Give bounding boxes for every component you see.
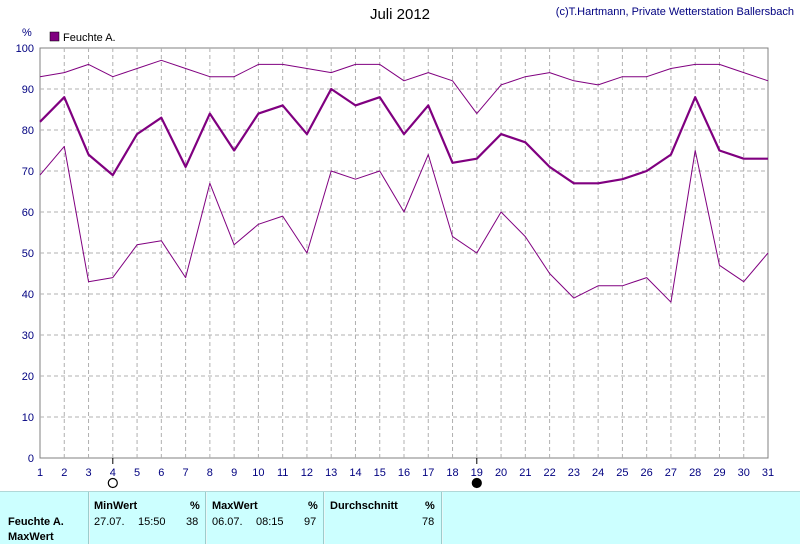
x-tick-label: 8	[207, 467, 213, 479]
x-tick-label: 9	[231, 467, 237, 479]
x-tick-label: 1	[37, 467, 43, 479]
new-moon-outline-icon	[107, 477, 118, 489]
chart-title: Juli 2012	[369, 6, 431, 23]
x-tick-label: 29	[713, 467, 725, 479]
y-tick-label: 60	[22, 207, 34, 219]
x-tick-label: 10	[252, 467, 264, 479]
legend-label: Feuchte A.	[63, 32, 116, 44]
x-tick-label: 3	[85, 467, 91, 479]
y-tick-label: 10	[22, 412, 34, 424]
max-time: 08:15	[256, 516, 284, 528]
x-tick-label: 12	[301, 467, 313, 479]
y-tick-label: 90	[22, 84, 34, 96]
full-moon-filled-icon	[471, 477, 482, 489]
x-tick-label: 22	[543, 467, 555, 479]
min-date: 27.07.	[94, 516, 125, 528]
y-tick-label: 20	[22, 371, 34, 383]
copyright-text: (c)T.Hartmann, Private Wetterstation Bal…	[555, 6, 794, 18]
x-tick-label: 27	[665, 467, 677, 479]
x-tick-label: 14	[349, 467, 361, 479]
y-tick-label: 40	[22, 289, 34, 301]
x-tick-label: 2	[61, 467, 67, 479]
x-tick-label: 30	[738, 467, 750, 479]
min-time: 15:50	[138, 516, 166, 528]
max-header: MaxWert	[212, 500, 258, 512]
y-tick-label: 30	[22, 330, 34, 342]
y-tick-label: 50	[22, 248, 34, 260]
y-tick-label: 80	[22, 125, 34, 137]
footer-row-label-2: MaxWert	[8, 531, 54, 543]
statistics-footer: Feuchte A. MaxWert MinWert % 27.07. 15:5…	[0, 491, 800, 544]
series-line-max	[39, 59, 769, 115]
avg-unit: %	[425, 500, 435, 512]
y-unit-label: %	[22, 27, 32, 39]
x-tick-label: 19	[471, 467, 483, 479]
max-date: 06.07.	[212, 516, 243, 528]
legend-swatch	[49, 31, 60, 42]
x-tick-label: 20	[495, 467, 507, 479]
series-line-min	[39, 145, 769, 303]
series-line-mean	[39, 87, 768, 185]
x-tick-label: 23	[568, 467, 580, 479]
x-tick-label: 26	[641, 467, 653, 479]
x-tick-label: 28	[689, 467, 701, 479]
avg-value: 78	[422, 516, 435, 528]
x-tick-label: 17	[422, 467, 434, 479]
y-tick-label: 100	[16, 43, 34, 55]
x-tick-label: 6	[158, 467, 164, 479]
footer-divider	[205, 492, 207, 544]
y-tick-label: 0	[28, 453, 34, 465]
footer-divider	[441, 492, 443, 544]
x-tick-label: 5	[134, 467, 140, 479]
y-tick-label: 70	[22, 166, 34, 178]
x-tick-label: 4	[110, 467, 116, 479]
x-tick-label: 16	[398, 467, 410, 479]
footer-divider	[323, 492, 325, 544]
x-tick-label: 13	[325, 467, 337, 479]
x-tick-label: 24	[592, 467, 604, 479]
max-value: 97	[304, 516, 317, 528]
x-tick-label: 21	[519, 467, 531, 479]
min-header: MinWert	[94, 500, 138, 512]
max-unit: %	[308, 500, 318, 512]
x-tick-label: 31	[762, 467, 774, 479]
x-tick-label: 18	[446, 467, 458, 479]
x-tick-label: 11	[277, 467, 288, 479]
avg-header: Durchschnitt	[330, 500, 398, 512]
footer-divider	[88, 492, 90, 544]
x-tick-label: 25	[616, 467, 628, 479]
x-tick-label: 7	[183, 467, 189, 479]
min-value: 38	[186, 516, 199, 528]
x-tick-label: 15	[374, 467, 386, 479]
min-unit: %	[190, 500, 200, 512]
footer-row-label: Feuchte A.	[8, 516, 64, 528]
